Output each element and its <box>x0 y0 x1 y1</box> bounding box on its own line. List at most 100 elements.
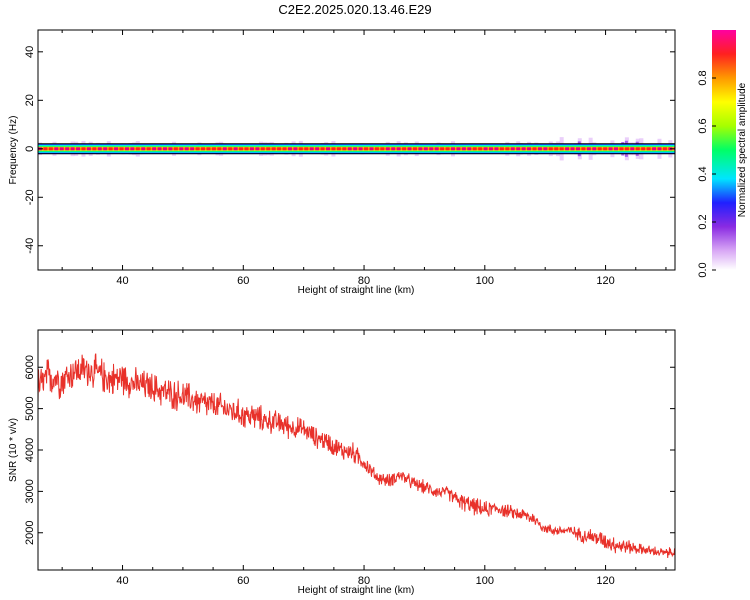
spectrogram-peak-cell <box>456 147 461 151</box>
spectrogram-peak-cell <box>619 147 624 151</box>
spectrogram-peak-cell <box>396 147 401 151</box>
spectrogram-peak-cell <box>429 147 434 151</box>
spectrogram-peak-cell <box>565 147 570 151</box>
spectrogram-peak-cell <box>608 147 613 151</box>
spectrogram-peak-cell <box>624 147 629 151</box>
spectrogram-peak-cell <box>592 147 597 151</box>
spectrogram-peak-cell <box>146 147 151 151</box>
spectrogram-x-tick-label: 100 <box>476 275 494 287</box>
spectrogram-peak-cell <box>434 147 439 151</box>
spectrogram-peak-cell <box>190 147 195 151</box>
colorbar-tick-label: 0.0 <box>697 262 709 277</box>
spectrogram-panel: 40 60 80 100 120 -40 -20 0 20 40 Height of strai… <box>8 29 676 296</box>
spectrogram-y-tick-label: 40 <box>24 46 36 58</box>
spectrogram-peak-cell <box>304 147 309 151</box>
spectrogram-frame <box>37 29 676 271</box>
colorbar-gradient <box>712 30 736 270</box>
spectrogram-peak-cell <box>521 147 526 151</box>
spectrogram-peak-cell <box>418 147 423 151</box>
snr-panel: 40 60 80 100 120 2000 3000 4000 5000 6000 Height… <box>8 329 676 596</box>
spectrogram-x-tick-label: 40 <box>116 275 128 287</box>
spectrogram-peak-cell <box>657 147 662 151</box>
spectrogram-peak-cell <box>641 147 646 151</box>
spectrogram-x-axis-label: Height of straight line (km) <box>298 285 415 296</box>
snr-y-tick-label: 2000 <box>24 521 36 545</box>
spectrogram-peak-cell <box>239 147 244 151</box>
spectrogram-peak-cell <box>162 147 167 151</box>
spectrogram-y-tick-label: 0 <box>24 146 36 152</box>
spectrogram-peak-cell <box>201 147 206 151</box>
spectrogram-peak-cell <box>168 147 173 151</box>
snr-y-ticks: 2000 3000 4000 5000 6000 <box>24 355 675 545</box>
spectrogram-y-axis-label: Frequency (Hz) <box>8 116 19 185</box>
spectrogram-peak-cell <box>173 147 178 151</box>
spectrogram-peak-cell <box>532 147 537 151</box>
spectrogram-peak-cell <box>293 147 298 151</box>
spectrogram-peak-cell <box>54 147 59 151</box>
spectrogram-peak-cell <box>124 147 129 151</box>
spectrogram-peak-cell <box>130 147 135 151</box>
spectrogram-x-tick-label: 80 <box>358 275 370 287</box>
spectrogram-peak-cell <box>364 147 369 151</box>
spectrogram-peak-cell <box>249 147 254 151</box>
spectrogram-peak-cell <box>537 147 542 151</box>
spectrogram-peak-cell <box>65 147 70 151</box>
spectrogram-peak-cell <box>516 147 521 151</box>
spectrogram-peak-cell <box>244 147 249 151</box>
snr-y-tick-label: 6000 <box>24 355 36 379</box>
snr-x-tick-label: 100 <box>476 575 494 587</box>
spectrogram-peak-cell <box>195 147 200 151</box>
spectrogram-peak-cell <box>652 147 657 151</box>
spectrogram-peak-cell <box>554 147 559 151</box>
spectrogram-peak-cell <box>277 147 282 151</box>
spectrogram-peak-cell <box>135 147 140 151</box>
spectrogram-peak-cell <box>358 147 363 151</box>
spectrogram-peak-cell <box>635 147 640 151</box>
spectrogram-peak-cell <box>298 147 303 151</box>
spectrogram-peak-cell <box>391 147 396 151</box>
spectrogram-peak-cell <box>646 147 651 151</box>
spectrogram-peak-cell <box>494 147 499 151</box>
spectrogram-peak-cell <box>48 147 53 151</box>
spectrogram-peak-cell <box>233 147 238 151</box>
spectrogram-peak-cell <box>385 147 390 151</box>
spectrogram-peak-cell <box>70 147 75 151</box>
spectrogram-peak-cell <box>211 147 216 151</box>
spectrogram-peak-cell <box>527 147 532 151</box>
spectrogram-peak-cell <box>152 147 157 151</box>
snr-x-tick-label: 120 <box>596 575 614 587</box>
spectrogram-peak-cell <box>59 147 64 151</box>
snr-x-tick-label: 60 <box>237 575 249 587</box>
spectrogram-peak-cell <box>548 147 553 151</box>
spectrogram-peak-cell <box>575 147 580 151</box>
spectrogram-peak-cell <box>581 147 586 151</box>
colorbar-label: Normalized spectral amplitude <box>737 82 748 217</box>
spectrogram-peak-cell <box>342 147 347 151</box>
spectrogram-y-tick-label: -40 <box>24 238 36 254</box>
spectrogram-peak-cell <box>450 147 455 151</box>
spectrogram-peak-cell <box>179 147 184 151</box>
spectrogram-peak-cell <box>478 147 483 151</box>
spectrogram-x-ticks: 40 60 80 100 120 <box>61 30 667 287</box>
spectrogram-peak-cell <box>499 147 504 151</box>
spectrogram-peak-cell <box>445 147 450 151</box>
spectrogram-peak-cell <box>369 147 374 151</box>
spectrogram-peak-cell <box>461 147 466 151</box>
snr-x-tick-label: 40 <box>116 575 128 587</box>
spectrogram-peak-cell <box>43 147 48 151</box>
snr-y-tick-label: 5000 <box>24 396 36 420</box>
spectrogram-peak-cell <box>228 147 233 151</box>
spectrogram-peak-cell <box>92 147 97 151</box>
snr-x-tick-label: 80 <box>358 575 370 587</box>
spectrogram-peak-cell <box>255 147 260 151</box>
spectrogram-peak-cell <box>505 147 510 151</box>
colorbar-tick-label: 0.8 <box>697 70 709 85</box>
spectrogram-peak-cell <box>141 147 146 151</box>
spectrogram-heat-marks <box>38 137 675 161</box>
spectrogram-peak-cell <box>380 147 385 151</box>
spectrogram-peak-cell <box>222 147 227 151</box>
spectrogram-y-tick-label: 20 <box>24 94 36 106</box>
spectrogram-peak-cell <box>315 147 320 151</box>
spectrogram-peak-cell <box>597 147 602 151</box>
